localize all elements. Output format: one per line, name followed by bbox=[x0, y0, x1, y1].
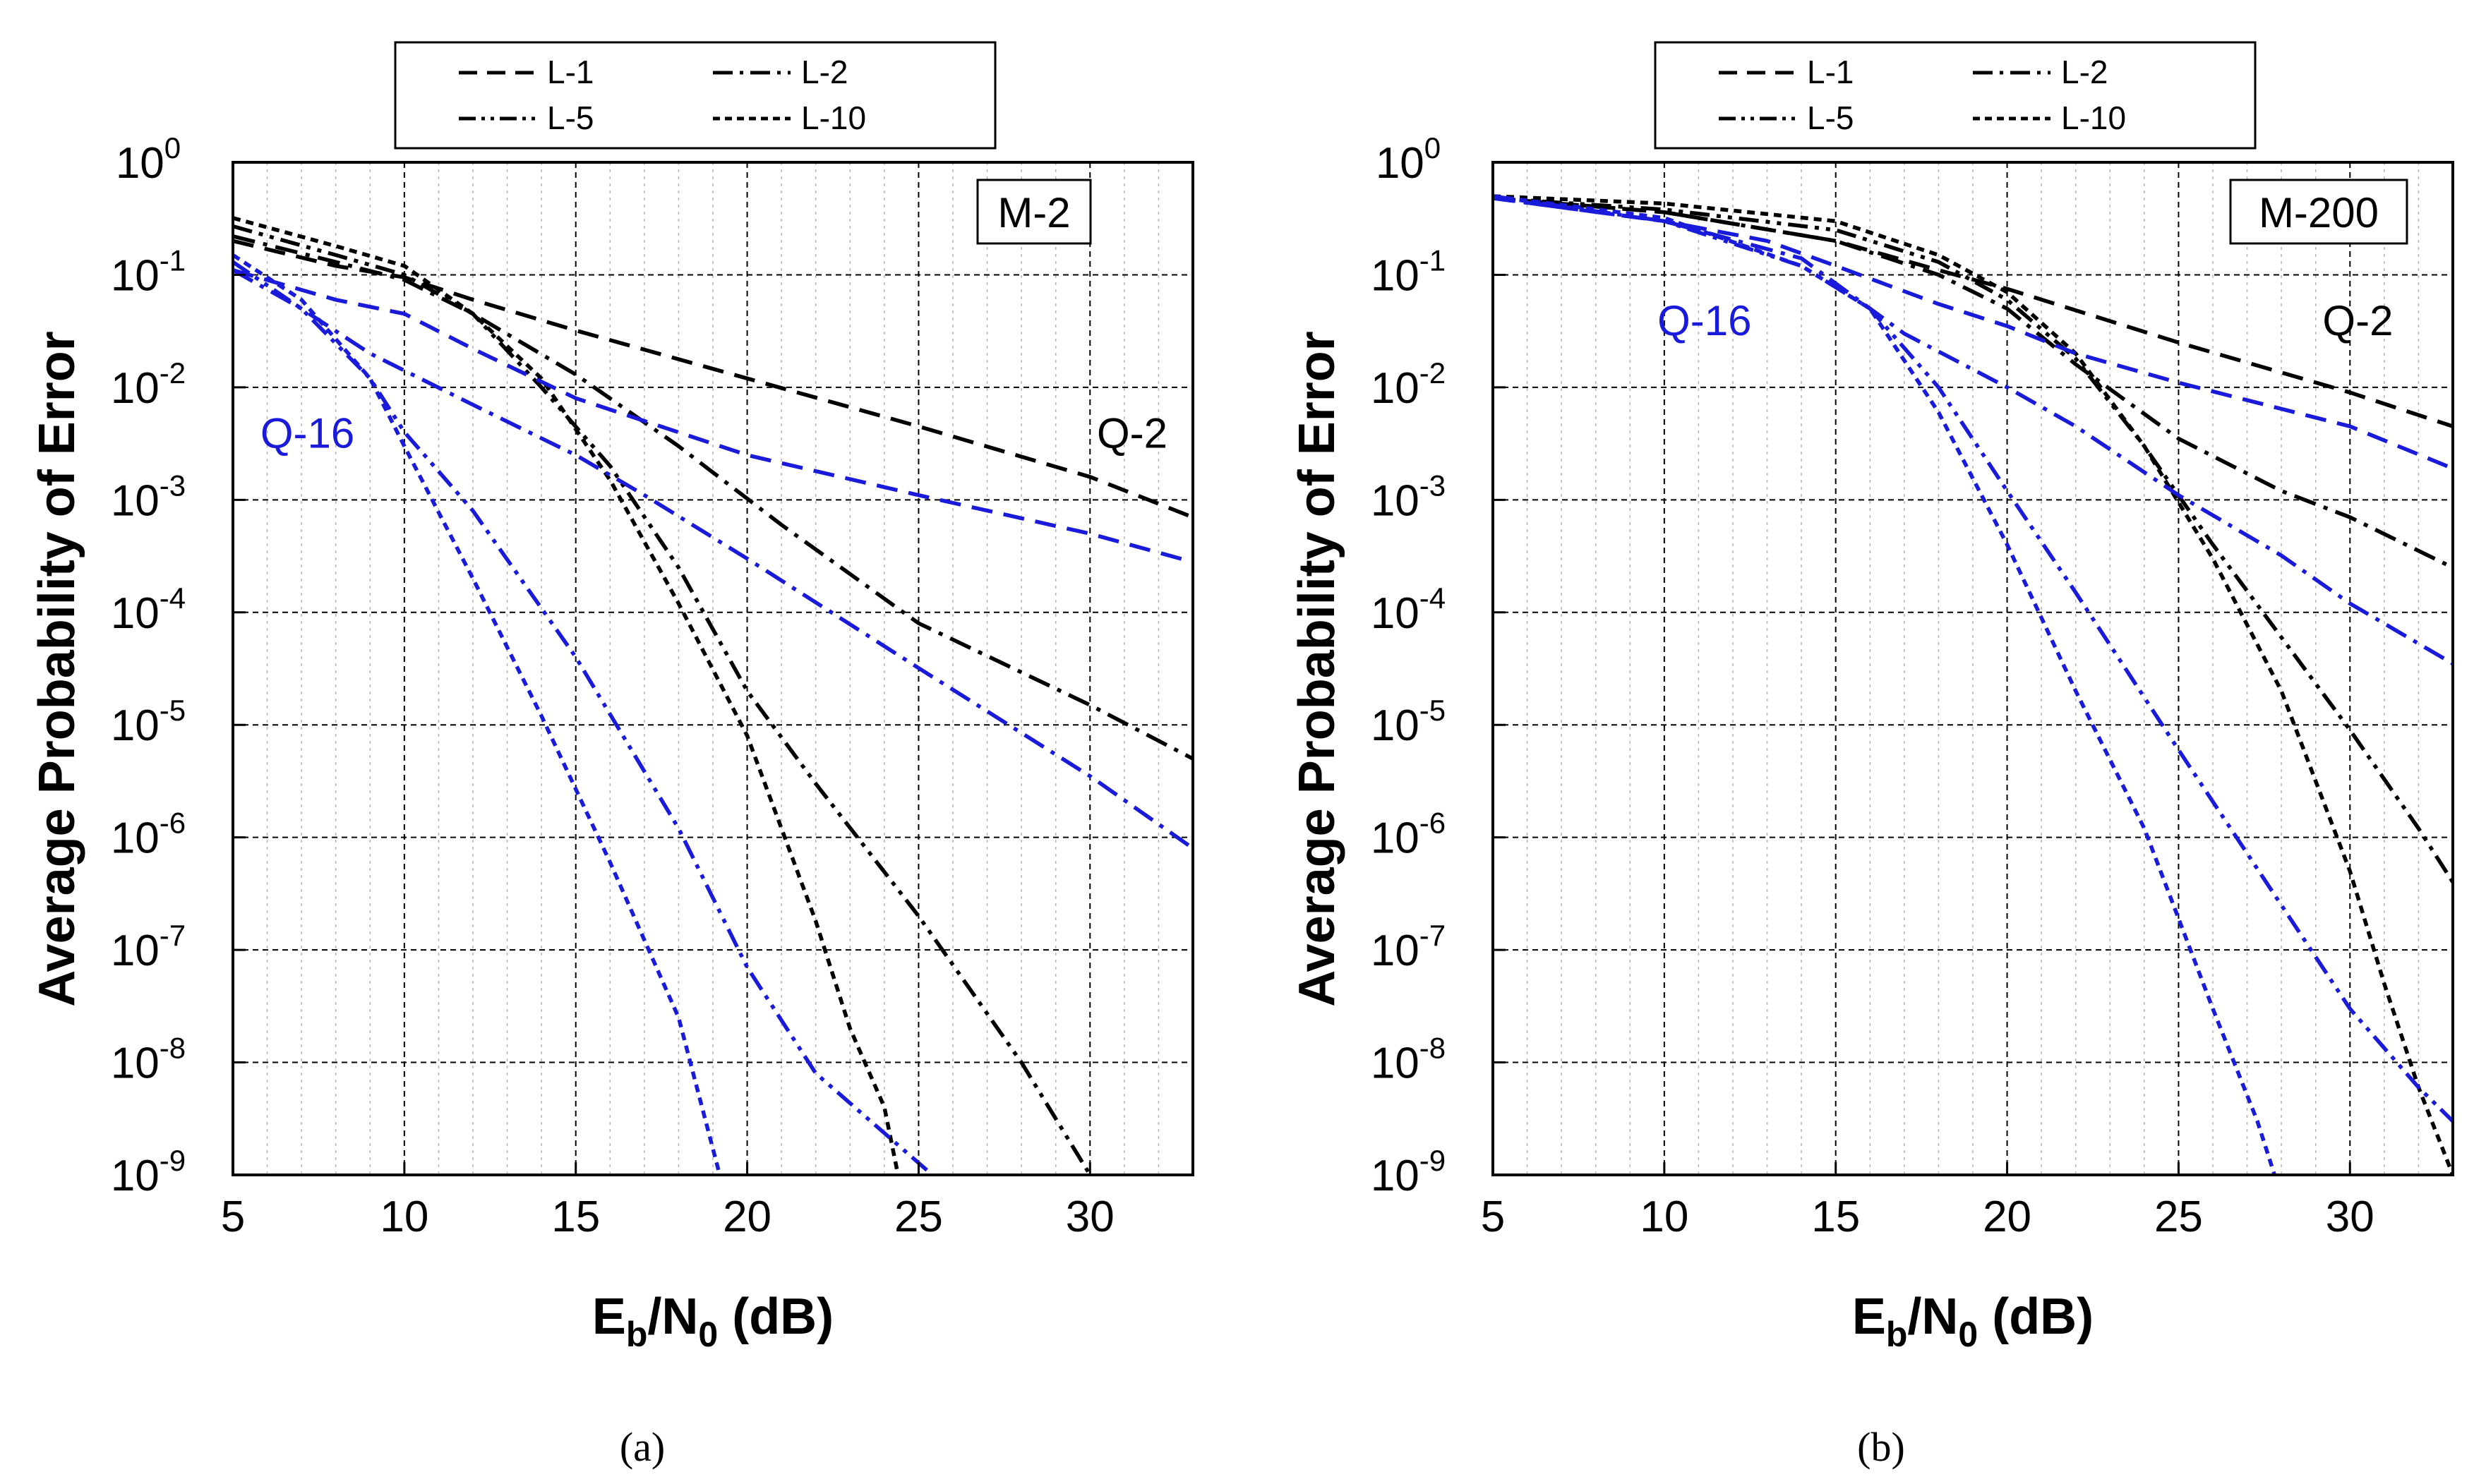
grid bbox=[1493, 162, 2454, 1175]
x-tick-label: 5 bbox=[221, 1193, 245, 1241]
y-tick-label: 10-9 bbox=[1371, 1144, 1446, 1200]
x-axis-label: Eb/N0 (dB) bbox=[1852, 1289, 2094, 1354]
legend-box bbox=[394, 41, 997, 150]
legend: L-1 L-2 L-5 L-10 bbox=[1654, 41, 2257, 150]
x-tick-label: 20 bbox=[723, 1193, 771, 1241]
x-label-e: E bbox=[1852, 1289, 1886, 1345]
annotation-q16: Q-16 bbox=[260, 409, 354, 457]
x-label-sub-b: b bbox=[626, 1315, 648, 1354]
y-tick-label: 10-2 bbox=[1371, 356, 1446, 413]
legend-label-l2: L-2 bbox=[2061, 54, 2108, 90]
series-q-2-l-5 bbox=[233, 224, 1092, 1175]
y-tick-label: 10-3 bbox=[111, 469, 186, 525]
legend: L-1 L-2 L-5 L-10 bbox=[394, 41, 997, 150]
series-q-2-l-10 bbox=[1493, 194, 2453, 1175]
series-q-16-l-10 bbox=[1493, 194, 2277, 1175]
legend-label-l1: L-1 bbox=[547, 54, 594, 90]
series-layer bbox=[1493, 194, 2453, 1175]
series-q-16-l-2 bbox=[1493, 196, 2453, 665]
legend-label-l10: L-10 bbox=[2061, 99, 2126, 136]
inset-label-box bbox=[976, 179, 1092, 245]
inset-label: M-2 bbox=[997, 189, 1070, 236]
y-tick-label: 10-9 bbox=[111, 1144, 186, 1200]
legend-label-l5: L-5 bbox=[1807, 99, 1854, 136]
x-tick-label: 10 bbox=[1640, 1193, 1688, 1241]
caption-b: (b) bbox=[1857, 1424, 1905, 1470]
y-tick-label: 10-5 bbox=[111, 694, 186, 750]
x-label-slash-n: /N bbox=[1907, 1289, 1958, 1345]
x-tick-label: 15 bbox=[1811, 1193, 1860, 1241]
y-tick-label: 10-7 bbox=[1371, 919, 1446, 975]
x-tick-label: 30 bbox=[1066, 1193, 1115, 1241]
x-axis-label: Eb/N0 (dB) bbox=[592, 1289, 834, 1354]
panel-a: 5 10 15 20 25 30 100 10-1 10-2 10-3 10-4 10-5 10-6 10… bbox=[29, 41, 1194, 1470]
y-tick-label: 10-6 bbox=[111, 807, 186, 863]
y-tick-label: 10-4 bbox=[1371, 581, 1446, 638]
x-tick-label: 15 bbox=[551, 1193, 600, 1241]
series-q-16-l-5 bbox=[1493, 194, 2453, 1123]
y-tick-label: 10-1 bbox=[1371, 243, 1446, 300]
series-q-16-l-2 bbox=[233, 268, 1193, 850]
y-tick-label: 10-8 bbox=[1371, 1032, 1446, 1088]
x-tick-label: 20 bbox=[1983, 1193, 2031, 1241]
x-tick-label: 25 bbox=[894, 1193, 943, 1241]
axis-ticks: 5 10 15 20 25 30 100 10-1 10-2 10-3 10-4 10-5 10-6 10… bbox=[111, 131, 1115, 1241]
series-q-16-l-1 bbox=[233, 268, 1193, 565]
series-layer bbox=[233, 216, 1193, 1175]
series-q-2-l-2 bbox=[1493, 196, 2453, 569]
x-label-e: E bbox=[592, 1289, 626, 1345]
annotation-q2: Q-2 bbox=[1097, 409, 1167, 457]
x-label-unit: (dB) bbox=[1978, 1289, 2094, 1345]
y-tick-label: 10-6 bbox=[1371, 807, 1446, 863]
series-q-2-l-10 bbox=[233, 216, 900, 1175]
y-tick-label: 10-3 bbox=[1371, 469, 1446, 525]
inset-label-box bbox=[2229, 179, 2408, 245]
x-label-sub-b: b bbox=[1886, 1315, 1908, 1354]
legend-label-l10: L-10 bbox=[801, 99, 866, 136]
legend-label-l1: L-1 bbox=[1807, 54, 1854, 90]
inset-label: M-200 bbox=[2259, 189, 2379, 236]
x-tick-label: 10 bbox=[380, 1193, 428, 1241]
x-label-slash-n: /N bbox=[647, 1289, 698, 1345]
legend-label-l2: L-2 bbox=[801, 54, 848, 90]
annotation-q16: Q-16 bbox=[1657, 297, 1751, 344]
x-tick-label: 25 bbox=[2154, 1193, 2203, 1241]
y-axis-label: Average Probability of Error bbox=[29, 331, 85, 1007]
y-tick-label: 100 bbox=[1376, 131, 1441, 188]
legend-label-l5: L-5 bbox=[547, 99, 594, 136]
x-tick-label: 5 bbox=[1481, 1193, 1505, 1241]
y-tick-label: 10-1 bbox=[111, 243, 186, 300]
caption-a: (a) bbox=[620, 1424, 665, 1470]
plot-frame bbox=[1491, 161, 2454, 1176]
series-q-16-l-5 bbox=[233, 260, 934, 1175]
y-tick-label: 10-4 bbox=[111, 581, 186, 638]
x-label-sub-0: 0 bbox=[1958, 1315, 1978, 1354]
annotation-q2: Q-2 bbox=[2322, 297, 2393, 344]
y-tick-label: 10-7 bbox=[111, 919, 186, 975]
legend-box bbox=[1654, 41, 2257, 150]
grid bbox=[233, 162, 1194, 1175]
plot-frame bbox=[232, 161, 1194, 1176]
axis-ticks: 5 10 15 20 25 30 100 10-1 10-2 10-3 10-4 10-5 10-6 10… bbox=[1371, 131, 2374, 1241]
y-axis-label: Average Probability of Error bbox=[1289, 331, 1345, 1007]
series-q-2-l-1 bbox=[233, 239, 1193, 519]
y-tick-label: 10-2 bbox=[111, 356, 186, 413]
x-tick-label: 30 bbox=[2326, 1193, 2374, 1241]
panel-b: 5 10 15 20 25 30 100 10-1 10-2 10-3 10-4 10-5 10-6 10… bbox=[1289, 41, 2454, 1470]
x-label-unit: (dB) bbox=[718, 1289, 834, 1345]
series-q-16-l-10 bbox=[233, 253, 722, 1175]
series-q-2-l-1 bbox=[1493, 196, 2453, 428]
y-tick-label: 10-5 bbox=[1371, 694, 1446, 750]
series-q-16-l-1 bbox=[1493, 196, 2453, 471]
series-q-2-l-5 bbox=[1493, 196, 2453, 883]
series-q-2-l-2 bbox=[233, 234, 1193, 761]
y-tick-label: 100 bbox=[116, 131, 181, 188]
x-label-sub-0: 0 bbox=[698, 1315, 718, 1354]
y-tick-label: 10-8 bbox=[111, 1032, 186, 1088]
